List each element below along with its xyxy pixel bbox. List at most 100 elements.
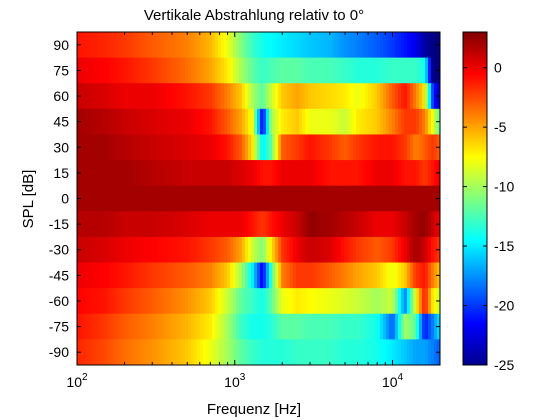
heatmap-cell (224, 288, 228, 315)
heatmap-cell (116, 262, 120, 289)
heatmap-cell (302, 211, 306, 238)
heatmap-cell (95, 32, 99, 59)
heatmap-cell (158, 339, 162, 366)
heatmap-cell (308, 83, 312, 110)
heatmap-cell (260, 288, 264, 315)
heatmap-cell (245, 262, 249, 289)
heatmap-cell (266, 236, 270, 263)
heatmap-cell (416, 57, 420, 84)
heatmap-cell (314, 185, 318, 212)
heatmap-cell (188, 211, 192, 238)
heatmap-cell (185, 134, 189, 161)
heatmap-cell (179, 236, 183, 263)
heatmap-cell (128, 262, 132, 289)
heatmap-cell (359, 339, 363, 366)
heatmap-cell (281, 185, 285, 212)
heatmap-cell (167, 236, 171, 263)
heatmap-cell (152, 211, 156, 238)
heatmap-cell (155, 288, 159, 315)
heatmap-cell (428, 108, 432, 135)
heatmap-cell (179, 262, 183, 289)
heatmap-cell (338, 83, 342, 110)
heatmap-cell (263, 262, 267, 289)
heatmap-cell (323, 83, 327, 110)
heatmap-cell (128, 57, 132, 84)
heatmap-cell (212, 134, 216, 161)
heatmap-cell (266, 211, 270, 238)
heatmap-cell (296, 339, 300, 366)
heatmap-cell (386, 339, 390, 366)
heatmap-cell (86, 211, 90, 238)
heatmap-cell (200, 185, 204, 212)
heatmap-cell (251, 32, 255, 59)
heatmap-cell (341, 236, 345, 263)
heatmap-cell (362, 313, 366, 340)
heatmap-cell (98, 134, 102, 161)
heatmap-cell (200, 57, 204, 84)
heatmap-cell (416, 236, 420, 263)
heatmap-cell (254, 134, 258, 161)
heatmap-cell (197, 57, 201, 84)
heatmap-cell (377, 288, 381, 315)
heatmap-cell (290, 185, 294, 212)
heatmap-cell (176, 339, 180, 366)
heatmap-cell (404, 134, 408, 161)
heatmap-cell (365, 236, 369, 263)
heatmap-cell (275, 211, 279, 238)
heatmap-cell (398, 288, 402, 315)
heatmap-cell (278, 262, 282, 289)
heatmap-cell (347, 83, 351, 110)
heatmap-cell (245, 83, 249, 110)
heatmap-cell (119, 288, 123, 315)
heatmap-cell (260, 83, 264, 110)
heatmap-cell (242, 57, 246, 84)
heatmap-cell (140, 83, 144, 110)
heatmap-cell (110, 262, 114, 289)
heatmap-cell (86, 262, 90, 289)
heatmap-cell (383, 313, 387, 340)
heatmap-cell (161, 160, 165, 187)
heatmap-cell (230, 262, 234, 289)
heatmap-cell (245, 134, 249, 161)
heatmap-cell (284, 185, 288, 212)
heatmap-cell (401, 262, 405, 289)
heatmap-cell (110, 211, 114, 238)
heatmap-cell (209, 185, 213, 212)
heatmap-cell (200, 288, 204, 315)
heatmap-cell (407, 262, 411, 289)
heatmap-cell (299, 313, 303, 340)
heatmap-cell (260, 211, 264, 238)
heatmap-cell (431, 185, 435, 212)
heatmap-cell (182, 339, 186, 366)
heatmap-cell (245, 339, 249, 366)
heatmap-cell (248, 288, 252, 315)
heatmap-cell (149, 288, 153, 315)
heatmap-cell (338, 108, 342, 135)
heatmap-cell (314, 32, 318, 59)
heatmap-cell (281, 211, 285, 238)
heatmap-cell (302, 288, 306, 315)
heatmap-cell (131, 57, 135, 84)
heatmap-cell (80, 339, 84, 366)
heatmap-cell (404, 160, 408, 187)
heatmap-cell (209, 288, 213, 315)
heatmap-cell (209, 134, 213, 161)
heatmap-cell (395, 32, 399, 59)
heatmap-cell (407, 339, 411, 366)
heatmap-cell (158, 313, 162, 340)
heatmap-cell (173, 160, 177, 187)
heatmap-cell (110, 134, 114, 161)
heatmap-cell (416, 134, 420, 161)
heatmap-cell (134, 313, 138, 340)
heatmap-cell (143, 160, 147, 187)
heatmap-cell (215, 32, 219, 59)
heatmap-cell (188, 262, 192, 289)
y-tick-label: 30 (53, 139, 69, 155)
heatmap-cell (416, 339, 420, 366)
heatmap-cell (356, 288, 360, 315)
heatmap-cell (101, 339, 105, 366)
heatmap-cell (122, 160, 126, 187)
heatmap-cell (218, 185, 222, 212)
heatmap-cell (323, 57, 327, 84)
heatmap-cell (176, 83, 180, 110)
